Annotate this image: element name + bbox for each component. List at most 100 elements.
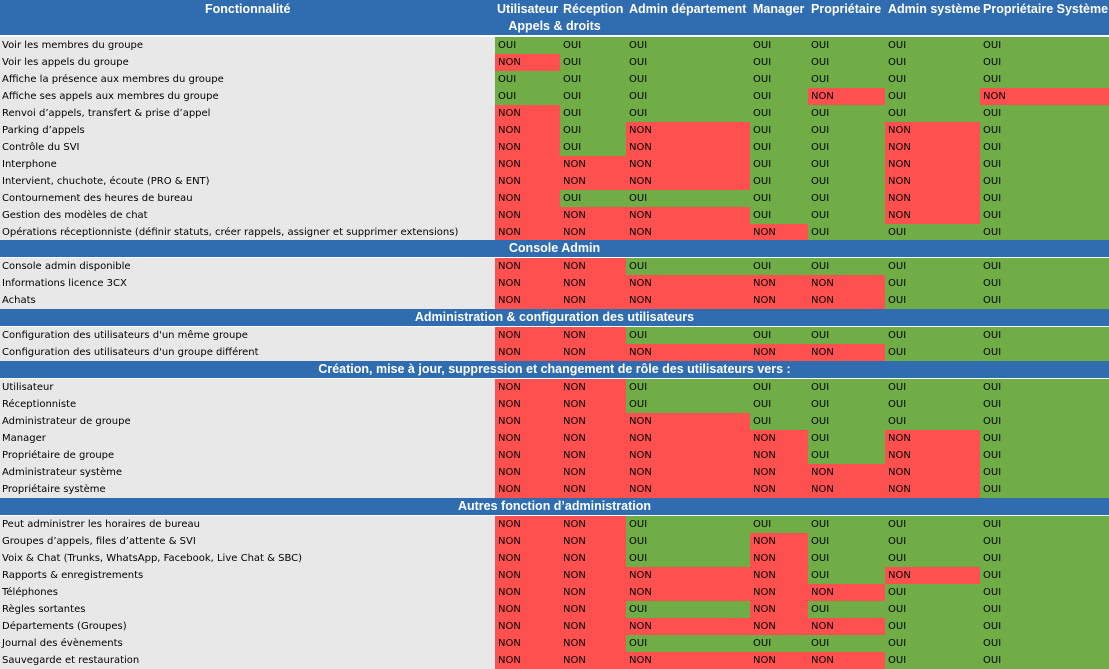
permission-cell: NON — [885, 430, 980, 447]
permission-cell: NON — [750, 430, 808, 447]
header-role-reception: Réception — [563, 2, 624, 16]
feature-label: Administrateur système — [0, 464, 495, 481]
permission-cell: OUI — [980, 618, 1109, 635]
permission-cell: NON — [750, 652, 808, 669]
permission-cell: NON — [885, 481, 980, 498]
permission-cell: OUI — [626, 533, 750, 550]
permission-cell: NON — [560, 533, 626, 550]
permission-cell: OUI — [980, 37, 1109, 54]
permission-cell: OUI — [808, 190, 885, 207]
permission-cell: OUI — [885, 258, 980, 275]
permission-cell: OUI — [885, 652, 980, 669]
permission-cell: OUI — [750, 54, 808, 71]
permission-cell: NON — [626, 584, 750, 601]
permission-cell: NON — [495, 516, 560, 533]
header-feature: Fonctionnalité — [205, 2, 291, 16]
permission-cell: NON — [495, 635, 560, 652]
feature-label: Utilisateur — [0, 379, 495, 396]
feature-label: Propriétaire de groupe — [0, 447, 495, 464]
feature-label: Opérations réceptionniste (définir statu… — [0, 224, 495, 241]
feature-label: Voix & Chat (Trunks, WhatsApp, Facebook,… — [0, 550, 495, 567]
feature-label: Interphone — [0, 156, 495, 173]
permission-cell: NON — [560, 207, 626, 224]
permission-cell: OUI — [980, 258, 1109, 275]
header-role-utilisateur: Utilisateur — [497, 2, 559, 16]
column-header-row: Fonctionnalité Utilisateur Réception Adm… — [0, 0, 1109, 18]
table-row: Voix & Chat (Trunks, WhatsApp, Facebook,… — [0, 550, 1109, 567]
permission-cell: OUI — [980, 207, 1109, 224]
table-row: Renvoi d’appels, transfert & prise d’app… — [0, 105, 1109, 122]
permission-cell: OUI — [495, 88, 560, 105]
feature-label: Règles sortantes — [0, 601, 495, 618]
permission-cell: OUI — [750, 258, 808, 275]
permission-cell: NON — [495, 447, 560, 464]
permission-cell: OUI — [885, 618, 980, 635]
permission-cell: NON — [885, 173, 980, 190]
permission-cell: OUI — [750, 207, 808, 224]
permission-cell: OUI — [980, 635, 1109, 652]
permission-cell: NON — [808, 292, 885, 309]
permission-cell: OUI — [885, 37, 980, 54]
table-row: Achats NON NON NON NON NON OUI OUI — [0, 292, 1109, 309]
permission-cell: OUI — [750, 516, 808, 533]
permission-cell: OUI — [808, 379, 885, 396]
permission-cell: OUI — [808, 224, 885, 241]
permission-cell: NON — [626, 275, 750, 292]
permission-cell: NON — [560, 173, 626, 190]
permission-cell: OUI — [808, 635, 885, 652]
permission-cell: OUI — [885, 601, 980, 618]
permission-cell: OUI — [626, 327, 750, 344]
permission-cell: NON — [495, 567, 560, 584]
permission-cell: OUI — [808, 71, 885, 88]
permission-cell: NON — [560, 601, 626, 618]
permission-cell: NON — [495, 533, 560, 550]
permission-cell: NON — [626, 292, 750, 309]
table-row: Propriétaire de groupe NON NON NON NON OUI NON… — [0, 447, 1109, 464]
permission-cell: OUI — [808, 430, 885, 447]
permission-cell: OUI — [885, 105, 980, 122]
permission-cell: NON — [560, 516, 626, 533]
permission-cell: OUI — [885, 635, 980, 652]
permission-cell: OUI — [560, 37, 626, 54]
permission-cell: NON — [495, 413, 560, 430]
permission-cell: OUI — [808, 413, 885, 430]
permission-cell: OUI — [980, 430, 1109, 447]
table-row: Règles sortantes NON NON OUI NON OUI OUI OUI — [0, 601, 1109, 618]
permission-cell: NON — [626, 173, 750, 190]
permission-cell: OUI — [808, 516, 885, 533]
permission-cell: NON — [560, 344, 626, 361]
permission-cell: OUI — [626, 71, 750, 88]
permission-cell: OUI — [750, 379, 808, 396]
permission-cell: NON — [885, 464, 980, 481]
permission-cell: NON — [750, 447, 808, 464]
permission-cell: OUI — [885, 88, 980, 105]
permission-cell: NON — [980, 88, 1109, 105]
permission-cell: OUI — [626, 105, 750, 122]
permission-cell: OUI — [750, 71, 808, 88]
permission-cell: OUI — [980, 550, 1109, 567]
permission-cell: OUI — [808, 105, 885, 122]
permission-cell: NON — [808, 464, 885, 481]
permission-cell: NON — [626, 122, 750, 139]
permission-cell: OUI — [495, 71, 560, 88]
feature-label: Affiche ses appels aux membres du groupe — [0, 88, 495, 105]
table-row: Voir les appels du groupe NON OUI OUI OUI OUI… — [0, 54, 1109, 71]
section-header: Autres fonction d’administration — [0, 498, 1109, 515]
feature-label: Peut administrer les horaires de bureau — [0, 516, 495, 533]
permission-cell: OUI — [750, 105, 808, 122]
permission-cell: OUI — [808, 258, 885, 275]
permission-cell: NON — [560, 275, 626, 292]
permission-cell: OUI — [980, 122, 1109, 139]
permission-cell: OUI — [750, 37, 808, 54]
permission-cell: NON — [885, 139, 980, 156]
permission-cell: OUI — [750, 139, 808, 156]
permission-cell: NON — [495, 207, 560, 224]
permission-cell: NON — [750, 550, 808, 567]
section-header: Administration & configuration des utili… — [0, 309, 1109, 326]
permission-cell: NON — [495, 550, 560, 567]
table-row: Affiche la présence aux membres du group… — [0, 71, 1109, 88]
permission-cell: NON — [626, 224, 750, 241]
table-row: Utilisateur NON NON OUI OUI OUI OUI OUI — [0, 379, 1109, 396]
permission-cell: NON — [750, 567, 808, 584]
